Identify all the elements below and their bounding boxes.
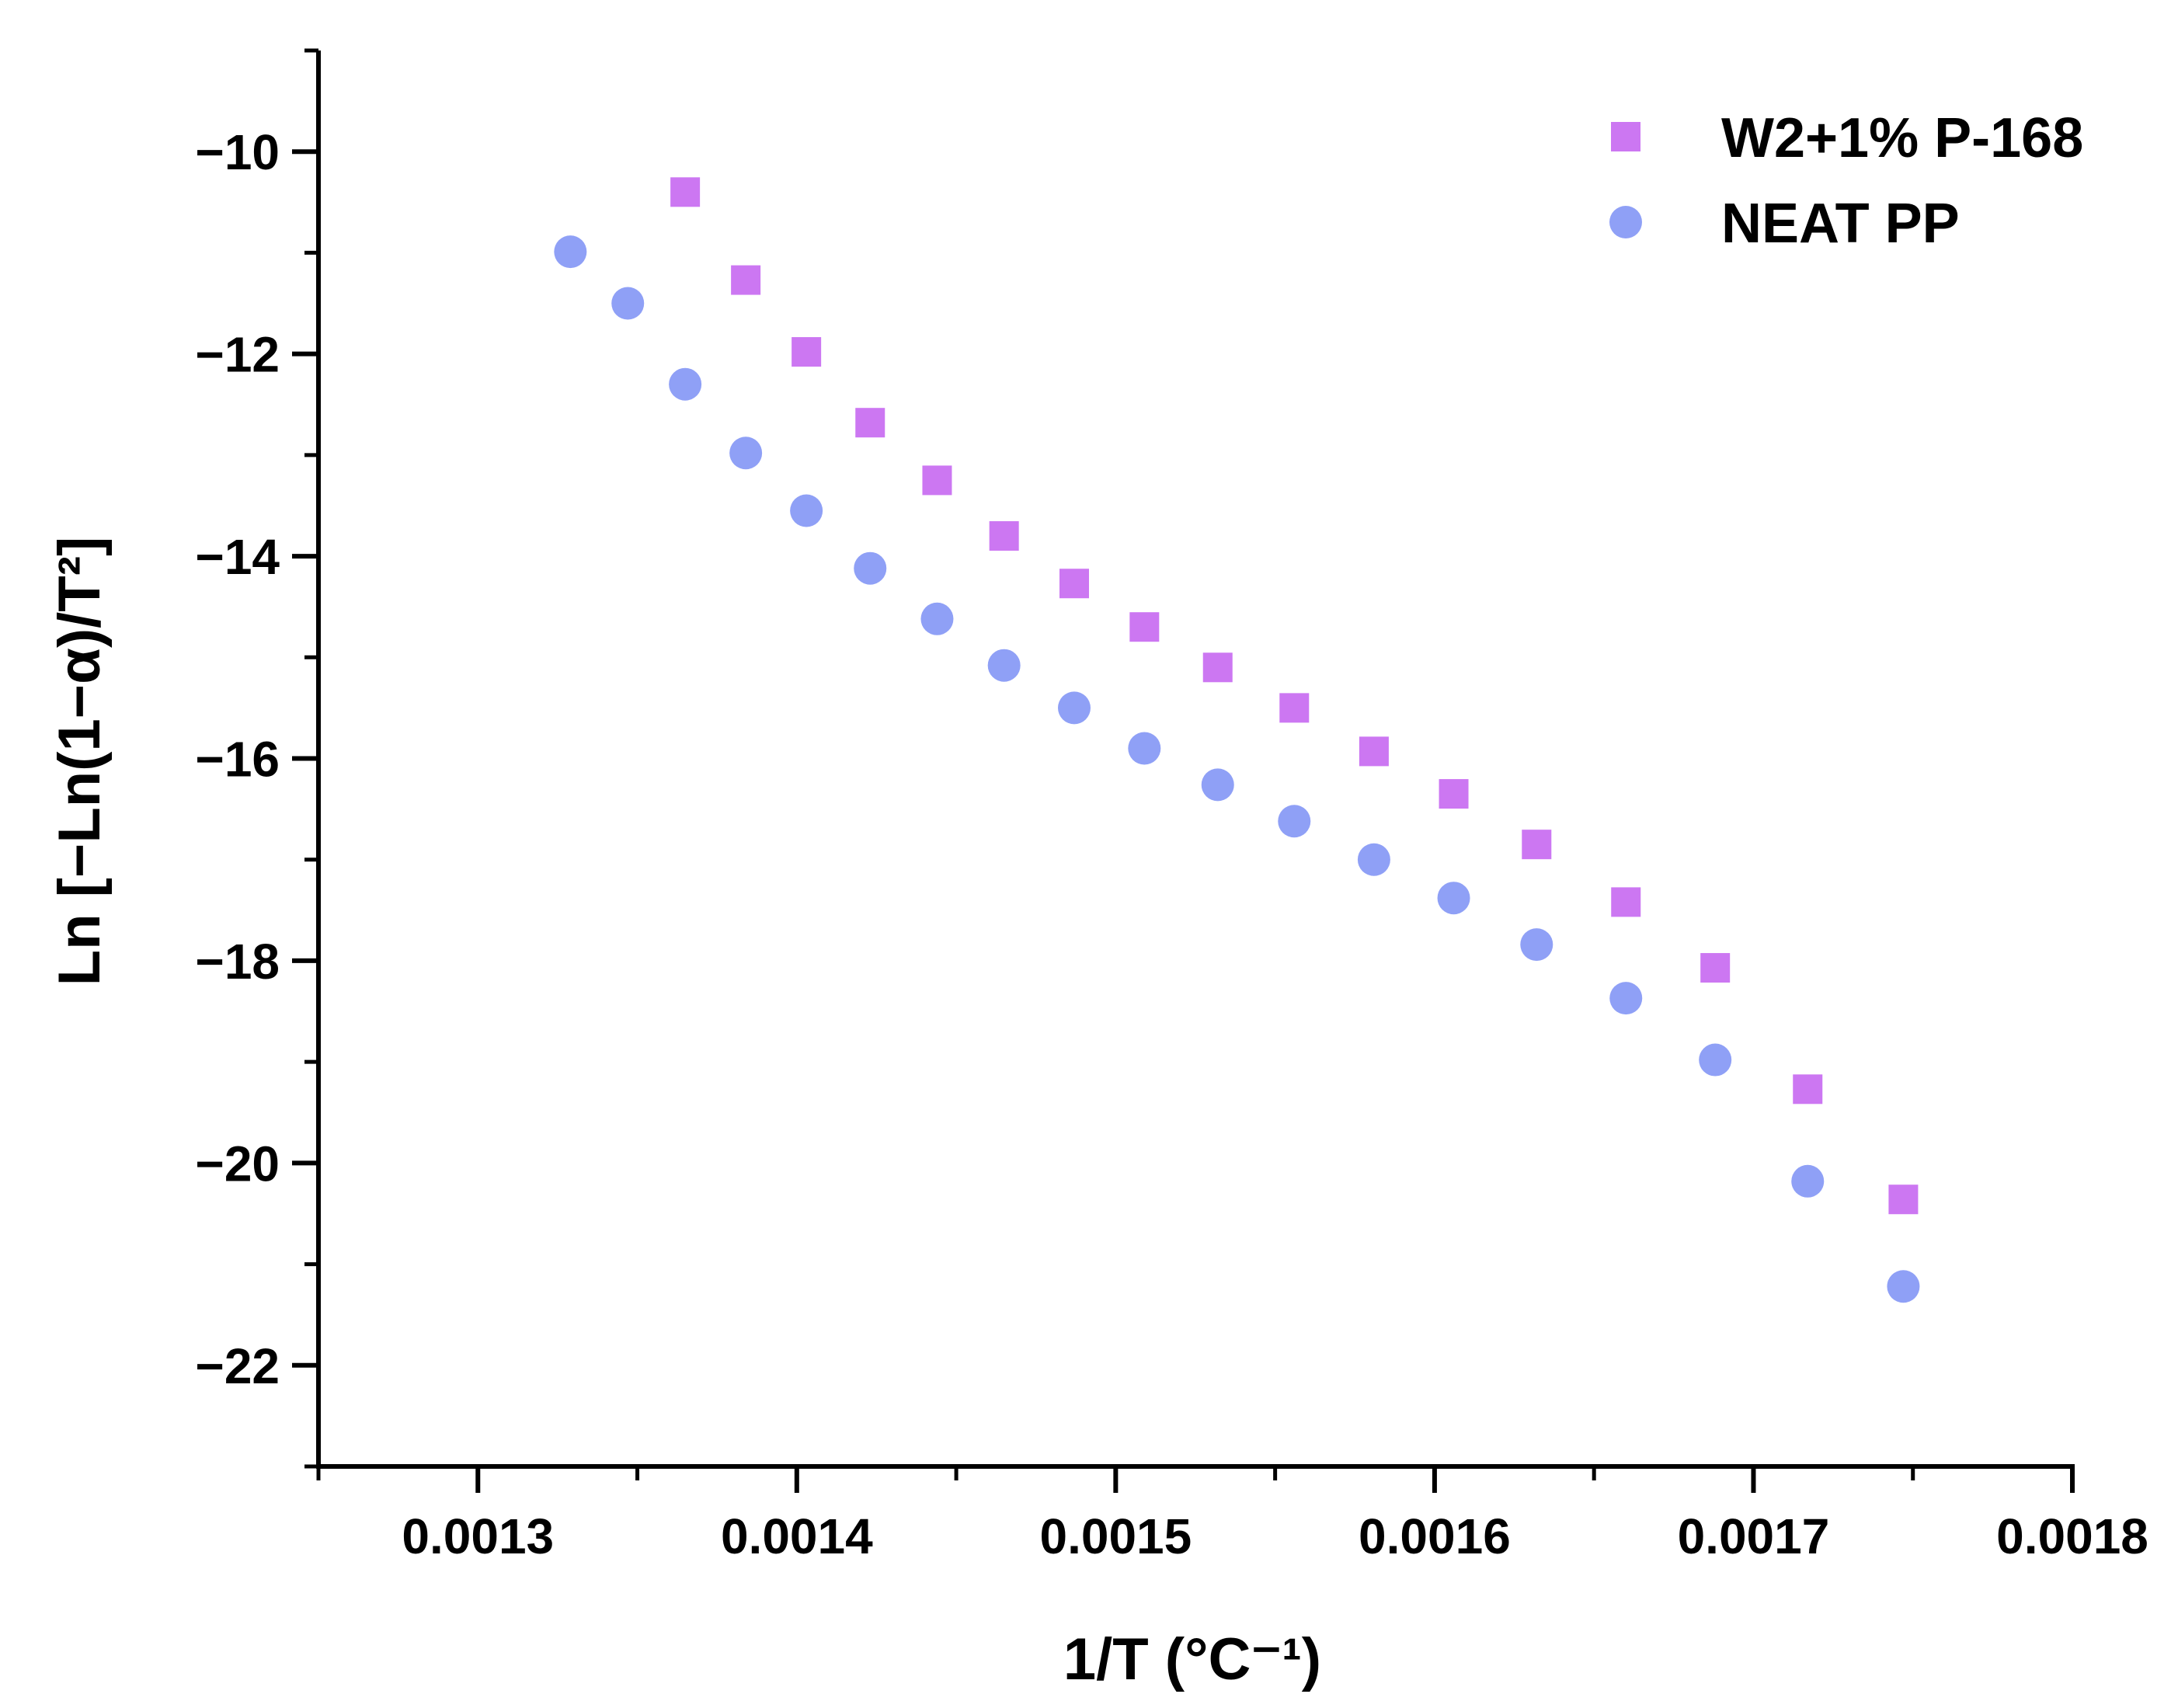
y-tick-label: −22 xyxy=(195,1338,280,1394)
point-circle xyxy=(1057,691,1091,725)
point-circle xyxy=(1278,805,1311,838)
y-tick-label: −18 xyxy=(195,934,280,990)
legend: W2+1% P-168 NEAT PP xyxy=(1609,107,2083,255)
legend-label: NEAT PP xyxy=(1721,193,1960,255)
point-square xyxy=(1202,652,1233,683)
point-circle xyxy=(854,551,887,585)
point-circle xyxy=(1699,1043,1732,1077)
point-square xyxy=(1888,1184,1919,1215)
legend-marker-circle xyxy=(1609,206,1642,238)
point-circle xyxy=(920,602,954,635)
point-square xyxy=(1439,779,1469,809)
point-square xyxy=(1700,953,1731,983)
point-circle xyxy=(1437,882,1470,915)
point-circle xyxy=(729,437,763,470)
point-circle xyxy=(1128,732,1161,765)
point-circle xyxy=(669,367,702,401)
x-tick-label: 0.0014 xyxy=(721,1508,873,1564)
x-tick-label: 0.0018 xyxy=(1996,1508,2148,1564)
y-axis-ticks: −10 −12 −14 −16 −18 −20 −22 xyxy=(195,48,318,1469)
y-tick-label: −16 xyxy=(195,732,280,788)
y-axis-title: Ln [−Ln(1−α)/T²] xyxy=(47,537,113,986)
y-tick-label: −12 xyxy=(195,327,280,383)
x-axis-ticks: 0.0013 0.0014 0.0015 0.0016 0.0017 0.0018 xyxy=(316,1466,2148,1564)
point-circle xyxy=(1520,928,1553,962)
point-square xyxy=(989,521,1019,551)
point-square xyxy=(855,408,885,438)
point-square xyxy=(1279,693,1310,723)
point-square xyxy=(1793,1074,1823,1104)
point-circle xyxy=(1357,843,1390,876)
point-square xyxy=(1359,736,1389,767)
point-circle xyxy=(987,649,1021,682)
point-circle xyxy=(1887,1270,1920,1303)
point-square xyxy=(792,337,822,367)
point-circle xyxy=(1791,1164,1825,1198)
x-tick-label: 0.0015 xyxy=(1039,1508,1192,1564)
point-square xyxy=(731,265,761,295)
point-square xyxy=(922,465,952,496)
x-tick-label: 0.0013 xyxy=(402,1508,554,1564)
point-square xyxy=(1129,612,1160,642)
point-square xyxy=(1522,830,1552,860)
x-tick-label: 0.0017 xyxy=(1678,1508,1830,1564)
point-circle xyxy=(790,494,823,527)
point-circle xyxy=(1201,768,1234,802)
data-points xyxy=(554,177,1920,1303)
x-tick-label: 0.0016 xyxy=(1359,1508,1511,1564)
point-circle xyxy=(1609,982,1643,1015)
legend-label: W2+1% P-168 xyxy=(1721,107,2083,169)
point-square xyxy=(670,177,701,207)
legend-marker-square xyxy=(1611,122,1640,151)
y-tick-label: −14 xyxy=(195,529,280,585)
point-circle xyxy=(611,287,645,320)
y-tick-label: −10 xyxy=(195,124,280,180)
point-square xyxy=(1059,569,1089,599)
y-tick-label: −20 xyxy=(195,1136,280,1191)
point-circle xyxy=(554,235,587,269)
x-axis-title: 1/T (°C⁻¹) xyxy=(1063,1626,1321,1692)
point-square xyxy=(1611,887,1641,917)
